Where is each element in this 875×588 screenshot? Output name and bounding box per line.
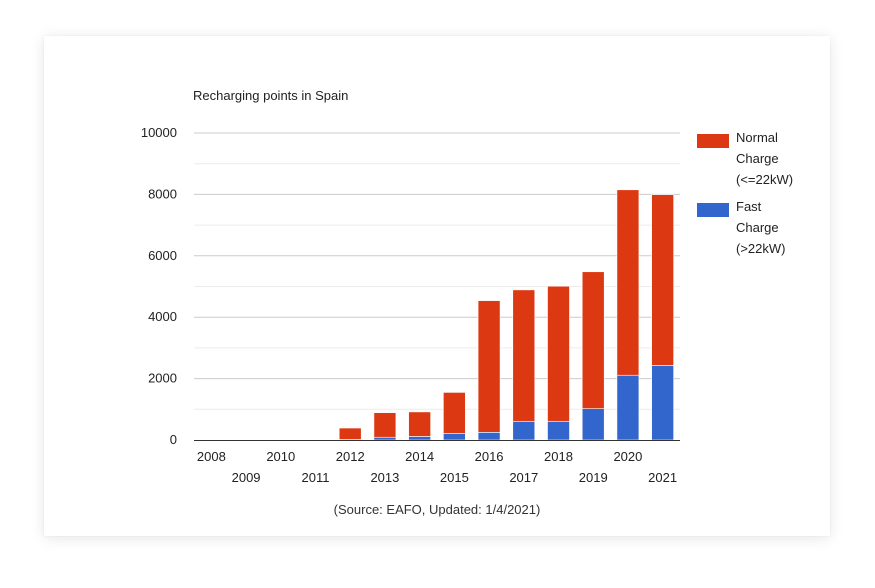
bar-normal-2013: [373, 412, 397, 438]
bar-fast-2015: [443, 433, 466, 441]
legend-label: Charge: [736, 220, 779, 235]
legend-label: Fast: [736, 199, 762, 214]
bar-normal-2018: [547, 285, 570, 422]
x-tick-label: 2018: [544, 449, 573, 464]
bar-normal-2016: [477, 300, 501, 433]
bar-normal-2021: [651, 194, 674, 366]
bar-normal-2014: [408, 411, 431, 437]
x-tick-label: 2016: [475, 449, 504, 464]
y-tick-label: 4000: [148, 309, 177, 324]
bar-fast-2016: [477, 432, 501, 441]
x-tick-label: 2012: [336, 449, 365, 464]
legend-swatch: [697, 134, 729, 148]
legend-label: (<=22kW): [736, 172, 793, 187]
x-tick-label: 2015: [440, 470, 469, 485]
gridlines: [194, 132, 680, 410]
bar-fast-2019: [581, 408, 605, 441]
x-tick-label: 2011: [302, 470, 330, 485]
y-tick-label: 2000: [148, 371, 177, 386]
x-tick-label: 2021: [648, 470, 677, 485]
x-tick-label: 2008: [197, 449, 226, 464]
bar-normal-2012: [338, 427, 362, 440]
legend-label: (>22kW): [736, 241, 785, 256]
chart-title: Recharging points in Spain: [193, 88, 348, 103]
y-axis-ticks: 0 2000 4000 6000 8000 10000: [141, 125, 177, 447]
legend-label: Charge: [736, 151, 779, 166]
x-axis-ticks: 2008 2009 2010 2011 2012 2013 2014 2015 2016 2017…: [197, 449, 677, 485]
x-tick-label: 2020: [613, 449, 642, 464]
bar-normal-2020: [616, 189, 640, 376]
bars: [338, 189, 674, 441]
bar-fast-2021: [651, 365, 674, 441]
bar-fast-2014: [408, 436, 431, 441]
bar-fast-2020: [616, 374, 640, 441]
bar-normal-2019: [581, 271, 605, 409]
legend: Normal Charge (<=22kW) Fast Charge (>22kW): [697, 130, 793, 256]
bar-fast-2018: [547, 420, 570, 441]
legend-swatch: [697, 203, 729, 217]
x-tick-label: 2013: [370, 470, 399, 485]
legend-label: Normal: [736, 130, 778, 145]
y-tick-label: 8000: [148, 186, 177, 201]
x-tick-label: 2010: [266, 449, 295, 464]
x-tick-label: 2014: [405, 449, 434, 464]
bar-fast-2017: [512, 420, 536, 441]
x-tick-label: 2017: [509, 470, 538, 485]
y-tick-label: 10000: [141, 125, 177, 140]
y-tick-label: 0: [170, 432, 177, 447]
bar-normal-2017: [512, 289, 536, 422]
source-note: (Source: EAFO, Updated: 1/4/2021): [334, 502, 541, 517]
y-tick-label: 6000: [148, 248, 177, 263]
x-tick-label: 2009: [232, 470, 261, 485]
bar-fast-2013: [373, 436, 397, 441]
bar-normal-2015: [443, 392, 466, 434]
x-tick-label: 2019: [579, 470, 608, 485]
